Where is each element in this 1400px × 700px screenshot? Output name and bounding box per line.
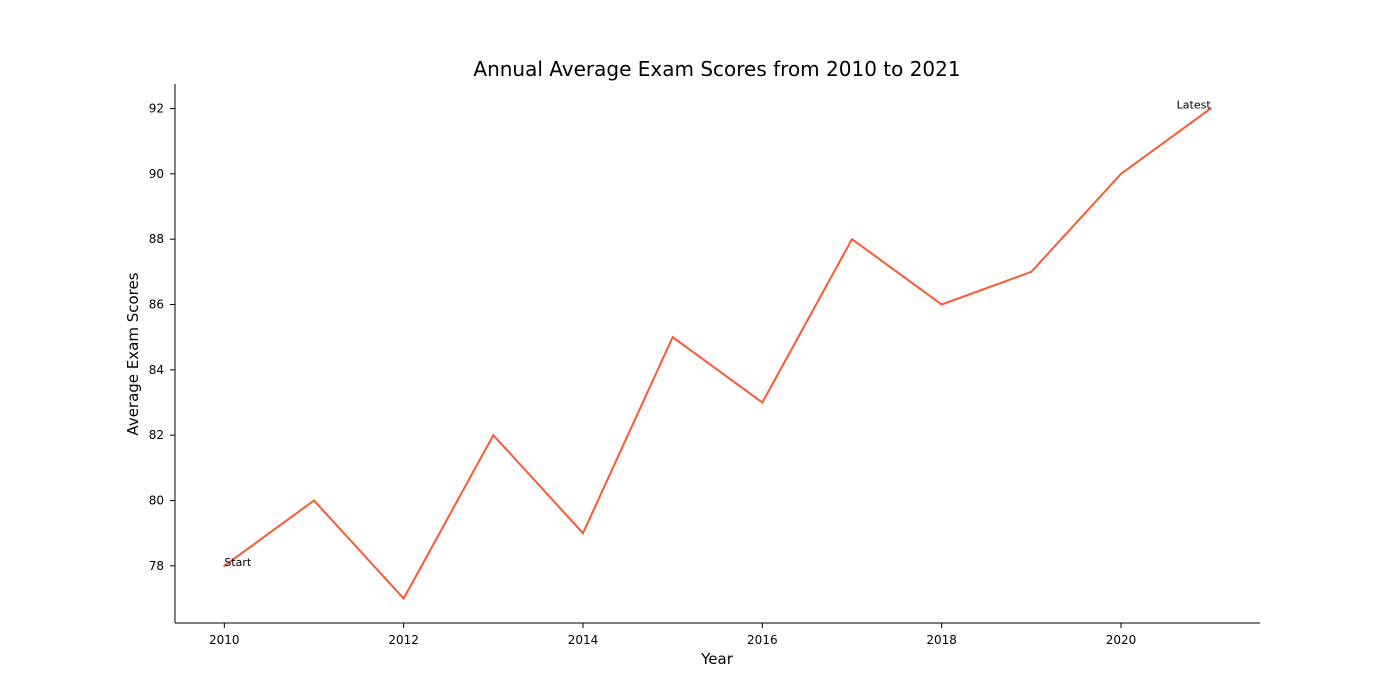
axes <box>174 84 1260 624</box>
y-tick-label: 82 <box>149 428 164 442</box>
series-line <box>222 107 1213 601</box>
y-tick-label: 84 <box>149 363 164 377</box>
annotation-label: Latest <box>1177 99 1212 112</box>
y-tick-label: 80 <box>149 494 164 508</box>
x-tick-label: 2010 <box>209 633 240 647</box>
chart-title: Annual Average Exam Scores from 2010 to … <box>473 57 960 81</box>
x-tick-label: 2014 <box>568 633 599 647</box>
y-tick-label: 92 <box>149 102 164 116</box>
y-tick-label: 78 <box>149 559 164 573</box>
x-tick-label: 2020 <box>1106 633 1137 647</box>
x-axis-ticks: 2010 2012 2014 2016 2018 2020 <box>209 623 1136 647</box>
y-axis-label: Average Exam Scores <box>124 272 142 435</box>
annotation-label: Start <box>224 556 252 569</box>
x-tick-label: 2012 <box>388 633 419 647</box>
y-axis-ticks: 78 80 82 84 86 88 90 92 <box>149 102 175 573</box>
x-tick-label: 2016 <box>747 633 778 647</box>
series-layer <box>222 107 1213 601</box>
x-axis-label: Year <box>700 650 734 668</box>
annotations: Start Latest <box>224 99 1211 569</box>
y-tick-label: 86 <box>149 298 164 312</box>
x-tick-label: 2018 <box>926 633 957 647</box>
y-tick-label: 90 <box>149 167 164 181</box>
y-tick-label: 88 <box>149 232 164 246</box>
